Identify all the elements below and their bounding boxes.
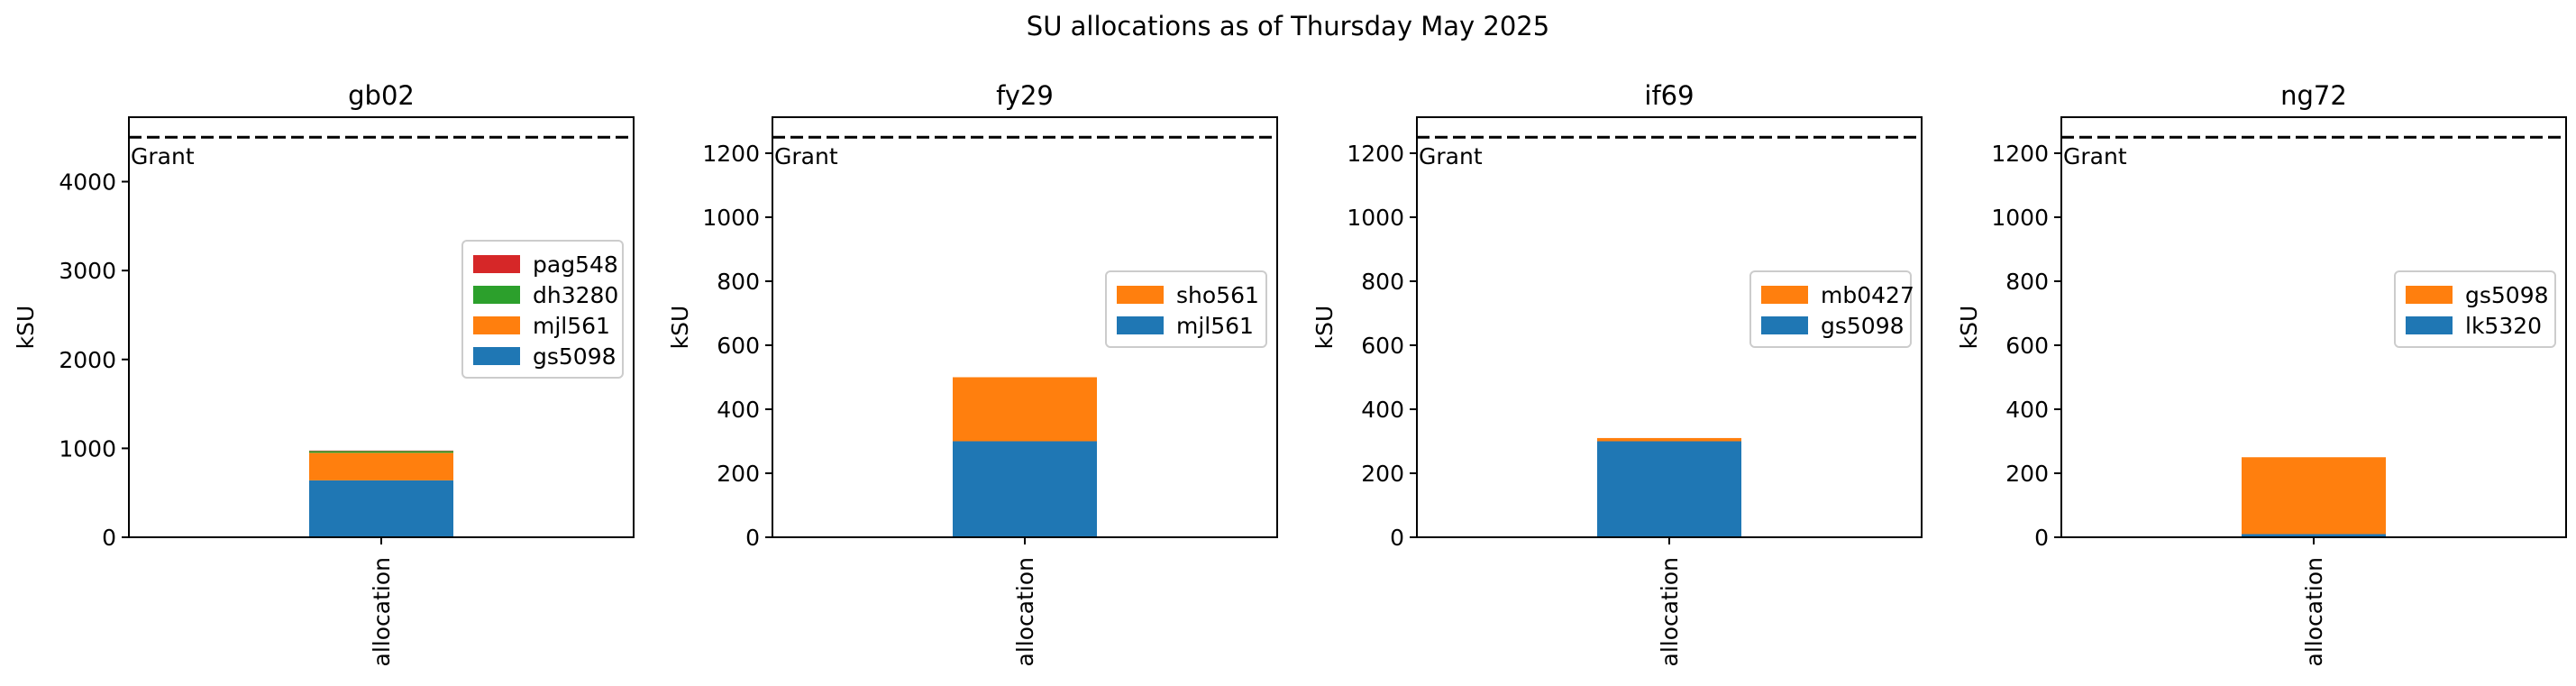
legend-swatch-gs5098 xyxy=(2406,286,2453,304)
y-tick-label: 600 xyxy=(2005,333,2049,359)
y-tick-label: 800 xyxy=(1361,269,1404,295)
legend-label: sho561 xyxy=(1176,282,1259,308)
y-tick-label: 1000 xyxy=(1991,205,2049,231)
legend-label: mjl561 xyxy=(1176,313,1254,339)
bar-segment-gs5098 xyxy=(2242,457,2386,535)
legend-swatch-sho561 xyxy=(1117,286,1164,304)
y-tick-label: 3000 xyxy=(59,258,116,284)
bar-segment-sho561 xyxy=(953,377,1097,442)
y-tick-label: 1000 xyxy=(702,205,760,231)
y-axis-label: kSU xyxy=(13,306,39,350)
legend-box xyxy=(461,240,624,379)
subplot-title: if69 xyxy=(1644,80,1694,111)
x-tick-label: allocation xyxy=(369,557,395,666)
legend-swatch-lk5320 xyxy=(2406,316,2453,334)
legend-label: gs5098 xyxy=(533,343,617,370)
y-tick-label: 2000 xyxy=(59,347,116,373)
y-tick-label: 600 xyxy=(717,333,760,359)
y-tick-label: 800 xyxy=(717,269,760,295)
bar-segment-lk5320 xyxy=(2242,534,2386,537)
grant-label: Grant xyxy=(131,143,195,169)
grant-label: Grant xyxy=(1419,143,1483,169)
bar-segment-gs5098 xyxy=(1597,441,1741,537)
y-tick-label: 1200 xyxy=(702,141,760,167)
y-tick-label: 1200 xyxy=(1991,141,2049,167)
y-tick-label: 0 xyxy=(745,525,760,551)
figure-title: SU allocations as of Thursday May 2025 xyxy=(1026,11,1550,41)
y-tick-label: 200 xyxy=(1361,461,1404,487)
legend-label: lk5320 xyxy=(2465,313,2542,339)
y-axis-label: kSU xyxy=(667,306,693,350)
grant-label: Grant xyxy=(774,143,838,169)
legend-swatch-mjl561 xyxy=(1117,316,1164,334)
legend-swatch-gs5098 xyxy=(1761,316,1808,334)
y-tick-label: 600 xyxy=(1361,333,1404,359)
subplot-title: gb02 xyxy=(348,80,415,111)
x-tick-label: allocation xyxy=(1657,557,1683,666)
y-axis-label: kSU xyxy=(1311,306,1338,350)
legend-label: gs5098 xyxy=(1821,313,1905,339)
y-axis-label: kSU xyxy=(1956,306,1982,350)
x-tick-label: allocation xyxy=(1012,557,1038,666)
legend-label: mjl561 xyxy=(533,313,610,339)
y-tick-label: 4000 xyxy=(59,169,116,196)
bar-segment-gs5098 xyxy=(309,480,453,537)
legend-swatch-mjl561 xyxy=(473,316,520,334)
legend-label: mb0427 xyxy=(1821,282,1914,308)
y-tick-label: 0 xyxy=(102,525,116,551)
y-tick-label: 1000 xyxy=(1347,205,1404,231)
grant-label: Grant xyxy=(2063,143,2127,169)
legend-swatch-gs5098 xyxy=(473,347,520,365)
legend-swatch-dh3280 xyxy=(473,286,520,304)
bar-segment-mjl561 xyxy=(953,441,1097,537)
bar-segment-dh3280 xyxy=(309,451,453,453)
legend-label: pag548 xyxy=(533,252,618,278)
bar-segment-pag548 xyxy=(309,450,453,452)
legend-swatch-mb0427 xyxy=(1761,286,1808,304)
legend-swatch-pag548 xyxy=(473,255,520,273)
y-tick-label: 200 xyxy=(717,461,760,487)
legend-label: dh3280 xyxy=(533,282,618,308)
y-tick-label: 800 xyxy=(2005,269,2049,295)
subplot-title: fy29 xyxy=(996,80,1054,111)
y-tick-label: 0 xyxy=(2034,525,2049,551)
y-tick-label: 400 xyxy=(2005,397,2049,423)
bar-segment-mjl561 xyxy=(309,453,453,480)
y-tick-label: 200 xyxy=(2005,461,2049,487)
y-tick-label: 1200 xyxy=(1347,141,1404,167)
subplot-title: ng72 xyxy=(2280,80,2347,111)
y-tick-label: 400 xyxy=(717,397,760,423)
x-tick-label: allocation xyxy=(2301,557,2327,666)
legend-label: gs5098 xyxy=(2465,282,2549,308)
y-tick-label: 0 xyxy=(1390,525,1404,551)
y-tick-label: 1000 xyxy=(59,435,116,462)
bar-segment-mb0427 xyxy=(1597,437,1741,442)
y-tick-label: 400 xyxy=(1361,397,1404,423)
